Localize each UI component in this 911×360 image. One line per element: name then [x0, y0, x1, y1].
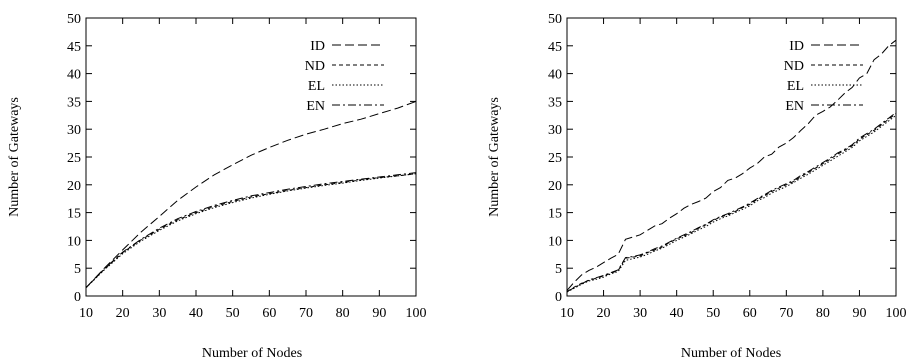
- x-tick-label: 80: [336, 306, 350, 321]
- y-tick-label: 20: [548, 179, 562, 194]
- y-tick-label: 5: [555, 262, 562, 277]
- y-tick-label: 15: [67, 207, 81, 222]
- x-tick-label: 100: [406, 306, 427, 321]
- y-tick-label: 10: [548, 234, 562, 249]
- y-tick-label: 15: [548, 207, 562, 222]
- x-tick-label: 10: [79, 306, 93, 321]
- x-tick-label: 90: [852, 306, 866, 321]
- x-tick-label: 80: [816, 306, 830, 321]
- series-line-nd: [85, 173, 417, 289]
- y-tick-label: 10: [67, 234, 81, 249]
- y-tick-label: 50: [67, 12, 81, 27]
- x-tick-label: 70: [299, 306, 313, 321]
- y-tick-label: 25: [548, 151, 562, 166]
- y-tick-label: 0: [555, 290, 562, 305]
- y-tick-label: 40: [548, 68, 562, 83]
- x-tick-label: 40: [189, 306, 203, 321]
- x-tick-label: 50: [226, 306, 240, 321]
- y-tick-label: 30: [67, 123, 81, 138]
- x-tick-label: 60: [743, 306, 757, 321]
- x-axis-title: Number of Nodes: [202, 346, 302, 360]
- legend-label-nd: ND: [784, 59, 804, 74]
- y-tick-label: 25: [67, 151, 81, 166]
- x-tick-label: 10: [560, 306, 574, 321]
- x-tick-label: 30: [152, 306, 166, 321]
- chart-right: 10 20 30 40 50 60 70 80 90 100 0 5 10 15 20 25 30 35 40 45 5…: [487, 12, 907, 360]
- series-line-el: [85, 173, 417, 289]
- y-tick-label: 45: [67, 40, 81, 55]
- y-tick-label: 30: [548, 123, 562, 138]
- x-tick-label: 90: [372, 306, 386, 321]
- legend-label-id: ID: [310, 39, 325, 54]
- y-tick-label: 45: [548, 40, 562, 55]
- x-tick-label: 20: [116, 306, 130, 321]
- legend-label-el: EL: [787, 79, 804, 94]
- y-tick-label: 40: [67, 68, 81, 83]
- chart-left: 10 20 30 40 50 60 70 80 90 100 0 5 10 15 20 25 30 35 40 45 5…: [7, 12, 427, 360]
- plot-frame: [566, 17, 897, 297]
- legend-label-nd: ND: [305, 59, 325, 74]
- series-line-el: [566, 114, 897, 293]
- x-tick-label: 20: [597, 306, 611, 321]
- series-line-en: [85, 172, 417, 289]
- plot-frame: [85, 17, 417, 297]
- series-line-id: [85, 100, 417, 289]
- x-axis-title: Number of Nodes: [681, 346, 781, 360]
- series-line-id: [566, 39, 897, 291]
- legend-label-en: EN: [785, 99, 804, 114]
- series-line-nd: [566, 113, 897, 293]
- y-tick-label: 20: [67, 179, 81, 194]
- x-tick-label: 100: [886, 306, 907, 321]
- y-axis-title: Number of Gateways: [7, 97, 22, 217]
- y-tick-label: 50: [548, 12, 562, 27]
- legend-label-el: EL: [308, 79, 325, 94]
- y-tick-label: 5: [74, 262, 81, 277]
- x-tick-label: 30: [633, 306, 647, 321]
- y-tick-label: 0: [74, 290, 81, 305]
- x-tick-label: 60: [262, 306, 276, 321]
- y-axis-title: Number of Gateways: [487, 97, 502, 217]
- x-tick-label: 50: [706, 306, 720, 321]
- y-tick-label: 35: [548, 95, 562, 110]
- legend-label-en: EN: [306, 99, 325, 114]
- legend-label-id: ID: [789, 39, 804, 54]
- series-line-en: [566, 112, 897, 293]
- x-tick-label: 40: [670, 306, 684, 321]
- y-tick-label: 35: [67, 95, 81, 110]
- x-tick-label: 70: [779, 306, 793, 321]
